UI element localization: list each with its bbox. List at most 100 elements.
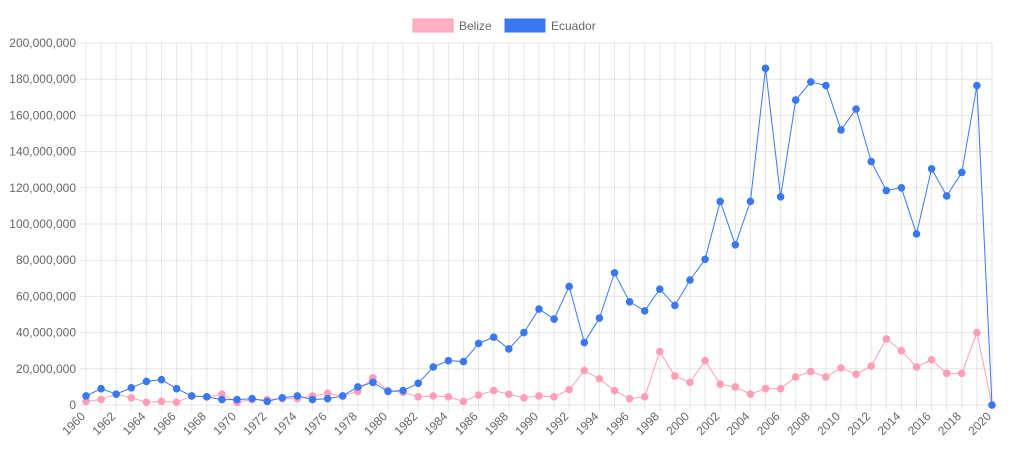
data-point[interactable] [942, 192, 951, 200]
data-point[interactable] [82, 392, 90, 400]
data-point[interactable] [671, 372, 679, 380]
data-point[interactable] [610, 386, 619, 395]
data-point[interactable] [716, 380, 725, 388]
data-point[interactable] [731, 383, 740, 391]
data-point[interactable] [565, 385, 574, 394]
data-point[interactable] [837, 126, 845, 134]
data-point[interactable] [822, 81, 830, 90]
data-point[interactable] [218, 395, 226, 404]
data-point[interactable] [535, 392, 543, 400]
data-point[interactable] [142, 398, 151, 407]
data-point[interactable] [308, 395, 317, 404]
data-point[interactable] [776, 193, 785, 201]
data-point[interactable] [429, 363, 438, 371]
data-point[interactable] [384, 387, 392, 396]
data-point[interactable] [746, 390, 755, 398]
data-point[interactable] [489, 333, 498, 341]
data-point[interactable] [761, 64, 770, 73]
data-point[interactable] [535, 305, 543, 313]
data-point[interactable] [912, 230, 921, 238]
data-point[interactable] [520, 393, 528, 402]
data-point[interactable] [338, 392, 347, 400]
data-point[interactable] [505, 390, 513, 398]
data-point[interactable] [671, 301, 679, 310]
data-point[interactable] [474, 339, 483, 348]
data-point[interactable] [761, 384, 770, 393]
data-point[interactable] [580, 338, 589, 347]
data-point[interactable] [97, 395, 105, 404]
data-point[interactable] [595, 374, 604, 383]
data-point[interactable] [625, 298, 634, 306]
data-point[interactable] [414, 393, 423, 401]
legend-item-ecuador[interactable]: Ecuador [504, 18, 596, 33]
data-point[interactable] [369, 378, 377, 387]
data-point[interactable] [927, 355, 936, 364]
data-point[interactable] [897, 346, 906, 355]
data-point[interactable] [459, 397, 468, 406]
data-point[interactable] [791, 373, 800, 381]
data-point[interactable] [489, 386, 498, 395]
data-point[interactable] [988, 401, 996, 409]
data-point[interactable] [958, 168, 966, 177]
legend-item-belize[interactable]: Belize [412, 18, 492, 33]
data-point[interactable] [625, 394, 634, 403]
data-point[interactable] [686, 378, 694, 387]
data-point[interactable] [716, 197, 725, 206]
data-point[interactable] [444, 356, 453, 365]
data-point[interactable] [323, 394, 332, 403]
data-point[interactable] [172, 384, 181, 393]
data-point[interactable] [640, 307, 649, 315]
data-point[interactable] [640, 393, 649, 401]
data-point[interactable] [459, 357, 468, 366]
data-point[interactable] [882, 186, 891, 195]
data-point[interactable] [897, 184, 906, 192]
data-point[interactable] [505, 345, 513, 353]
data-point[interactable] [157, 397, 166, 406]
data-point[interactable] [97, 384, 105, 393]
data-point[interactable] [248, 394, 256, 403]
data-point[interactable] [686, 276, 694, 284]
data-point[interactable] [112, 390, 120, 398]
data-point[interactable] [973, 81, 981, 90]
data-point[interactable] [867, 157, 876, 166]
data-point[interactable] [912, 363, 921, 371]
data-point[interactable] [550, 393, 558, 401]
data-point[interactable] [474, 391, 483, 399]
data-point[interactable] [233, 395, 241, 404]
data-point[interactable] [822, 373, 830, 381]
data-point[interactable] [852, 105, 860, 113]
data-point[interactable] [746, 197, 755, 206]
data-point[interactable] [973, 328, 981, 337]
data-point[interactable] [958, 369, 966, 378]
data-point[interactable] [882, 335, 891, 343]
data-point[interactable] [293, 392, 302, 400]
data-point[interactable] [852, 370, 860, 379]
data-point[interactable] [701, 255, 709, 264]
data-point[interactable] [807, 367, 815, 376]
data-point[interactable] [656, 347, 664, 356]
data-point[interactable] [610, 269, 619, 277]
data-point[interactable] [807, 78, 815, 86]
data-point[interactable] [172, 398, 181, 407]
data-point[interactable] [731, 241, 740, 249]
data-point[interactable] [142, 377, 151, 386]
data-point[interactable] [580, 366, 589, 375]
data-point[interactable] [127, 393, 136, 402]
data-point[interactable] [399, 386, 407, 395]
data-point[interactable] [656, 285, 664, 293]
data-point[interactable] [520, 328, 528, 337]
data-point[interactable] [550, 315, 558, 323]
data-point[interactable] [354, 383, 362, 391]
data-point[interactable] [867, 362, 876, 370]
data-point[interactable] [791, 96, 800, 104]
data-point[interactable] [927, 165, 936, 173]
data-point[interactable] [414, 379, 423, 388]
data-point[interactable] [278, 393, 287, 402]
data-point[interactable] [263, 397, 272, 406]
data-point[interactable] [444, 393, 453, 401]
data-point[interactable] [127, 384, 136, 392]
data-point[interactable] [565, 282, 574, 291]
data-point[interactable] [701, 356, 709, 365]
data-point[interactable] [837, 364, 845, 372]
data-point[interactable] [776, 384, 785, 393]
